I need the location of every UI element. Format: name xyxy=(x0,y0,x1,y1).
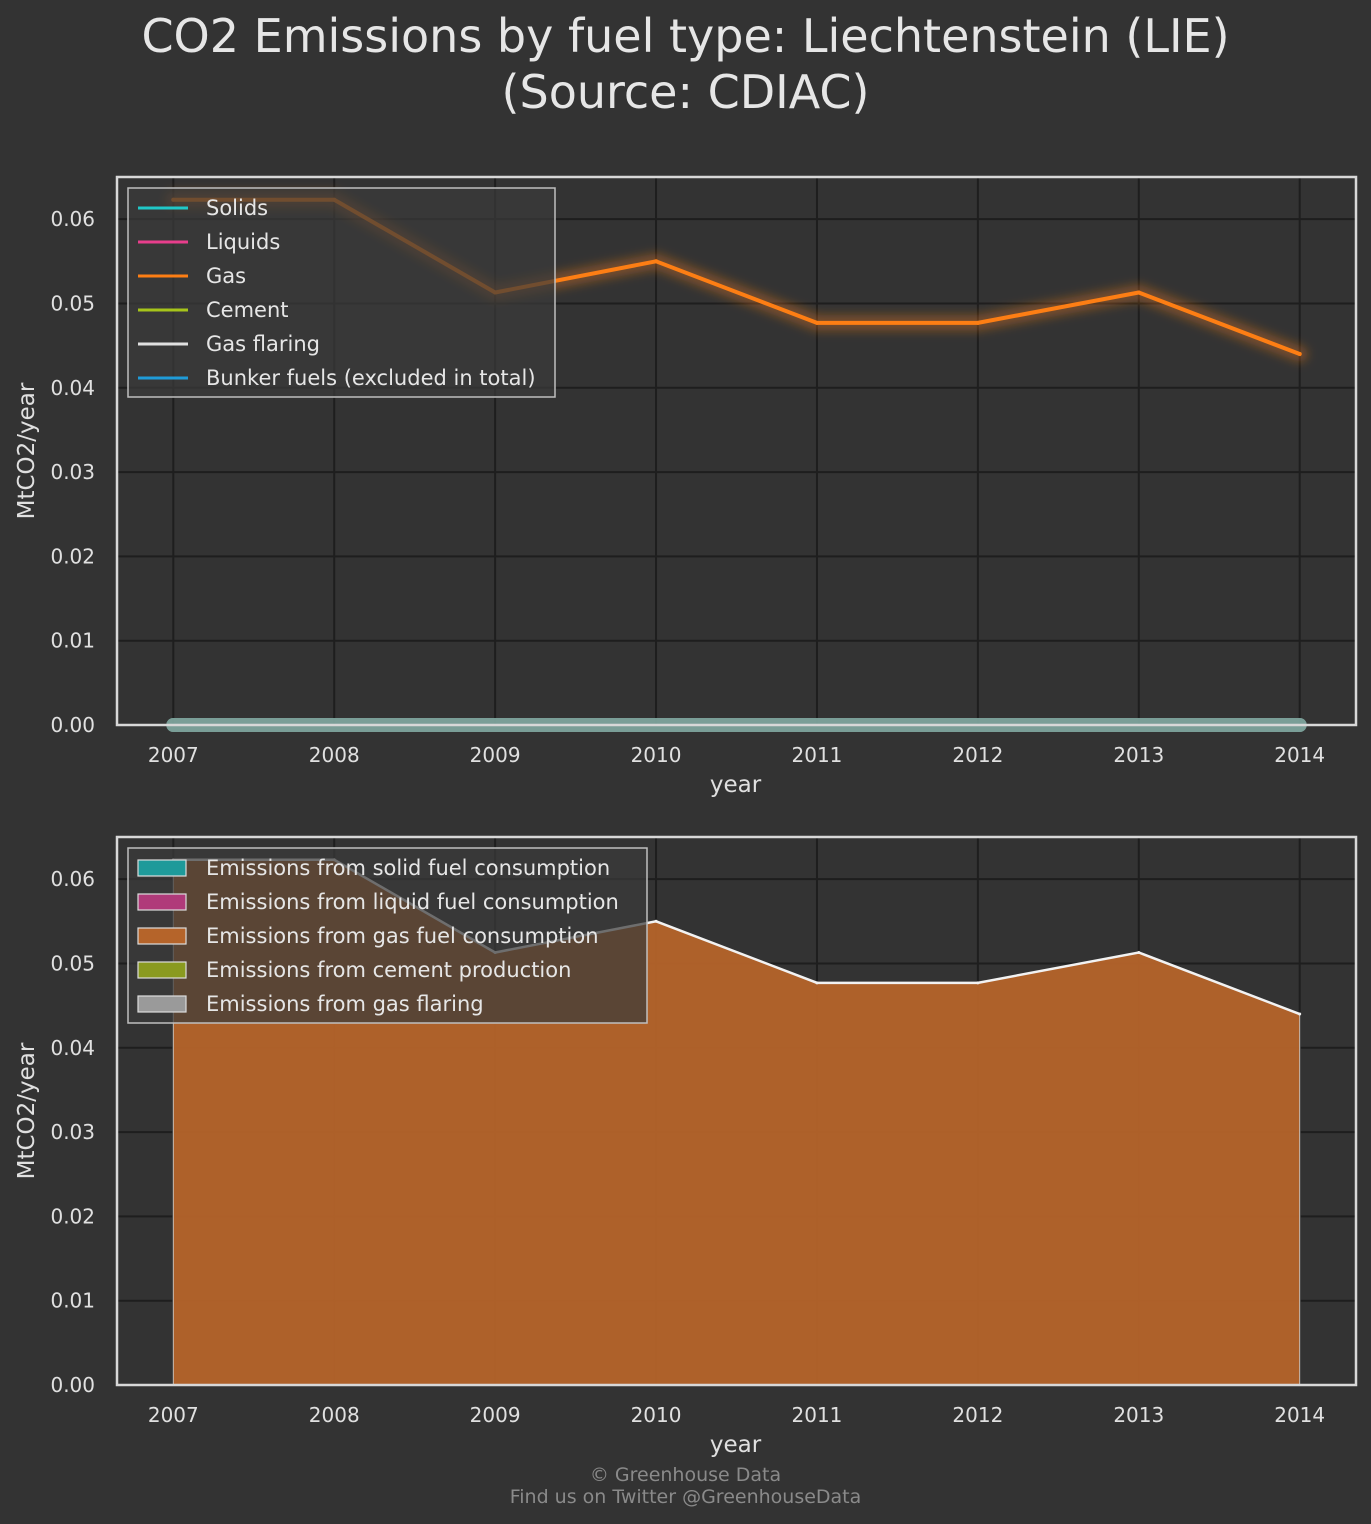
legend-box xyxy=(127,187,556,398)
x-tick-label: 2007 xyxy=(148,1403,199,1427)
data-point xyxy=(815,981,819,985)
legend-label: Emissions from liquid fuel consumption xyxy=(206,890,619,914)
x-tick-label: 2012 xyxy=(952,743,1003,767)
y-tick-label: 0.06 xyxy=(50,867,95,891)
y-tick-label: 0.03 xyxy=(50,460,95,484)
data-point xyxy=(1298,1012,1302,1016)
x-tick-label: 2009 xyxy=(470,1403,521,1427)
y-tick-label: 0.02 xyxy=(50,1204,95,1228)
legend-label: Emissions from gas fuel consumption xyxy=(206,924,599,948)
y-axis-label: MtCO2/year xyxy=(14,382,40,519)
data-point xyxy=(654,259,659,264)
plot-frame xyxy=(115,835,1358,1387)
legend-swatch xyxy=(137,961,187,979)
plot-frame xyxy=(115,175,1358,727)
footer-twitter: Find us on Twitter @GreenhouseData xyxy=(509,1486,862,1508)
x-tick-label: 2012 xyxy=(952,1403,1003,1427)
data-point xyxy=(1137,951,1141,955)
legend-label: Gas xyxy=(206,264,246,288)
line-chart: 2007 2008 2009 2010 2011 2012 2013 2014 0.00 0.01… xyxy=(14,175,1358,798)
y-tick-label: 0.00 xyxy=(50,713,95,737)
x-tick-label: 2009 xyxy=(470,743,521,767)
legend-label: Liquids xyxy=(206,230,280,254)
legend-label: Solids xyxy=(206,196,268,220)
data-point xyxy=(1297,352,1302,357)
title-line-1: CO2 Emissions by fuel type: Liechtenstei… xyxy=(141,9,1230,63)
x-tick-label: 2010 xyxy=(631,1403,682,1427)
data-point xyxy=(1136,290,1141,295)
y-tick-label: 0.05 xyxy=(50,291,95,315)
y-tick-label: 0.01 xyxy=(50,629,95,653)
footer: © Greenhouse Data Find us on Twitter @Gr… xyxy=(0,1464,1371,1508)
area-chart: 2007 2008 2009 2010 2011 2012 2013 2014 0.00 0.01… xyxy=(14,835,1358,1458)
legend-swatch xyxy=(137,893,187,911)
y-tick-label: 0.02 xyxy=(50,544,95,568)
data-point xyxy=(814,320,819,325)
footer-copyright: © Greenhouse Data xyxy=(589,1464,782,1486)
y-axis-label: MtCO2/year xyxy=(14,1042,40,1179)
legend-label: Cement xyxy=(206,298,289,322)
data-point xyxy=(976,981,980,985)
legend-label: Emissions from cement production xyxy=(206,958,571,982)
legend-swatch xyxy=(137,995,187,1013)
title-line-2: (Source: CDIAC) xyxy=(501,65,870,119)
y-tick-label: 0.00 xyxy=(50,1373,95,1397)
legend-swatch xyxy=(137,859,187,877)
legend-box xyxy=(127,847,648,1024)
page-title: CO2 Emissions by fuel type: Liechtenstei… xyxy=(0,8,1371,120)
x-tick-label: 2008 xyxy=(309,1403,360,1427)
x-axis-label: year xyxy=(710,1432,762,1458)
x-tick-label: 2013 xyxy=(1113,1403,1164,1427)
legend-label: Emissions from solid fuel consumption xyxy=(206,856,610,880)
y-tick-label: 0.04 xyxy=(50,376,95,400)
y-tick-label: 0.04 xyxy=(50,1036,95,1060)
x-tick-label: 2007 xyxy=(148,743,199,767)
legend-label: Emissions from gas flaring xyxy=(206,992,484,1016)
y-tick-label: 0.06 xyxy=(50,207,95,231)
x-tick-label: 2011 xyxy=(792,1403,843,1427)
x-tick-label: 2011 xyxy=(792,743,843,767)
legend-label: Bunker fuels (excluded in total) xyxy=(206,366,536,390)
x-tick-label: 2008 xyxy=(309,743,360,767)
x-tick-label: 2013 xyxy=(1113,743,1164,767)
legend-swatch xyxy=(137,927,187,945)
x-tick-label: 2010 xyxy=(631,743,682,767)
y-tick-label: 0.01 xyxy=(50,1289,95,1313)
data-point xyxy=(975,320,980,325)
x-axis-label: year xyxy=(710,772,762,798)
data-point xyxy=(654,919,658,923)
legend-label: Gas flaring xyxy=(206,332,320,356)
x-tick-label: 2014 xyxy=(1274,1403,1325,1427)
y-tick-label: 0.05 xyxy=(50,951,95,975)
x-tick-label: 2014 xyxy=(1274,743,1325,767)
y-tick-label: 0.03 xyxy=(50,1120,95,1144)
